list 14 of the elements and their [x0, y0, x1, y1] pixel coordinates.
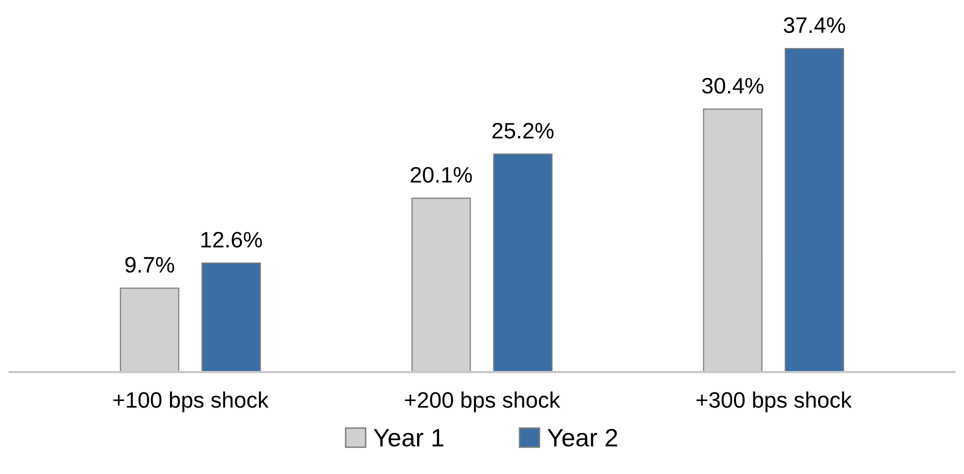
data-label: 20.1% [410, 166, 472, 183]
data-label: 25.2% [492, 122, 554, 139]
legend-label: Year 2 [548, 428, 618, 447]
x-tick-label: +300 bps shock [696, 392, 852, 412]
x-tick-label: +100 bps shock [113, 392, 269, 412]
bar [784, 48, 844, 372]
x-tick-label: +200 bps shock [404, 392, 560, 412]
bar [202, 262, 261, 372]
legend-label: Year 1 [374, 429, 444, 447]
data-label: 30.4% [702, 78, 764, 94]
bar [493, 154, 553, 372]
data-label: 37.4% [784, 17, 846, 34]
data-label: 12.6% [201, 232, 262, 248]
data-label: 9.7% [125, 256, 174, 273]
